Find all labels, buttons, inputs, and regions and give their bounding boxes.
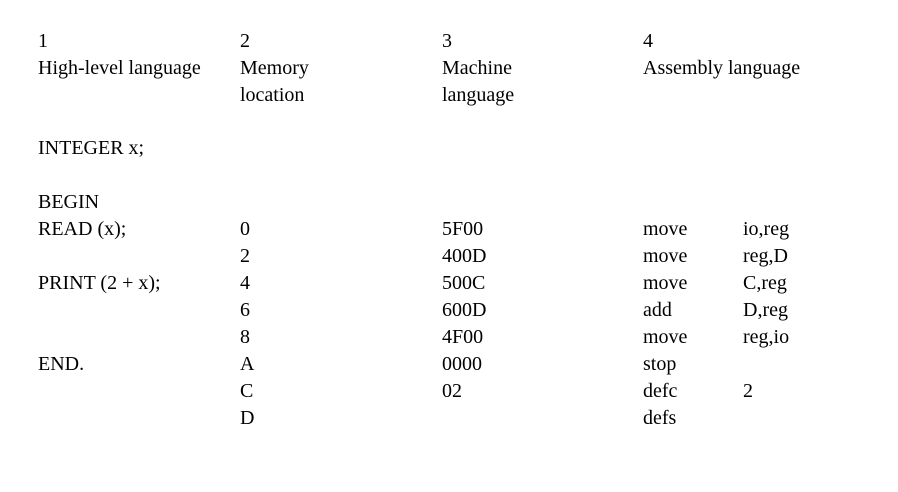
memory-location: 2 — [240, 245, 250, 267]
column-4-title: Assembly language — [643, 57, 801, 79]
assembly-op: add — [643, 299, 672, 321]
machine-code: 0000 — [442, 353, 482, 375]
memory-location: 8 — [240, 326, 250, 348]
assembly-op: move — [643, 326, 688, 348]
hl-read: READ (x); — [38, 218, 127, 240]
machine-code: 02 — [442, 380, 462, 402]
assembly-op: stop — [643, 353, 677, 375]
column-4-number: 4 — [643, 30, 653, 52]
memory-location: 6 — [240, 299, 250, 321]
machine-code: 4F00 — [442, 326, 484, 348]
hl-declaration: INTEGER x; — [38, 137, 145, 159]
machine-code: 500C — [442, 272, 486, 294]
assembly-operand: C,reg — [743, 272, 787, 294]
assembly-operand: reg,D — [743, 245, 788, 267]
column-3-title-line-2: language — [442, 84, 515, 106]
machine-code: 600D — [442, 299, 487, 321]
machine-code: 400D — [442, 245, 487, 267]
memory-location: 0 — [240, 218, 250, 240]
column-1-title: High-level language — [38, 57, 201, 79]
hl-print: PRINT (2 + x); — [38, 272, 161, 294]
column-3-title-line-1: Machine — [442, 57, 512, 79]
machine-code: 5F00 — [442, 218, 484, 240]
assembly-operand: D,reg — [743, 299, 788, 321]
memory-location: 4 — [240, 272, 250, 294]
memory-location: A — [240, 353, 255, 375]
column-3-number: 3 — [442, 30, 452, 52]
column-2-title-line-1: Memory — [240, 57, 309, 79]
assembly-operand: io,reg — [743, 218, 790, 240]
assembly-op: move — [643, 272, 688, 294]
assembly-operand: 2 — [743, 380, 753, 402]
assembly-op: defc — [643, 380, 678, 402]
hl-end: END. — [38, 353, 85, 375]
column-2-number: 2 — [240, 30, 250, 52]
assembly-op: move — [643, 245, 688, 267]
hl-begin: BEGIN — [38, 191, 100, 213]
memory-location: D — [240, 407, 255, 429]
column-2-title-line-2: location — [240, 84, 305, 106]
column-1-number: 1 — [38, 30, 48, 52]
memory-location: C — [240, 380, 254, 402]
assembly-op: move — [643, 218, 688, 240]
assembly-op: defs — [643, 407, 677, 429]
assembly-operand: reg,io — [743, 326, 790, 348]
